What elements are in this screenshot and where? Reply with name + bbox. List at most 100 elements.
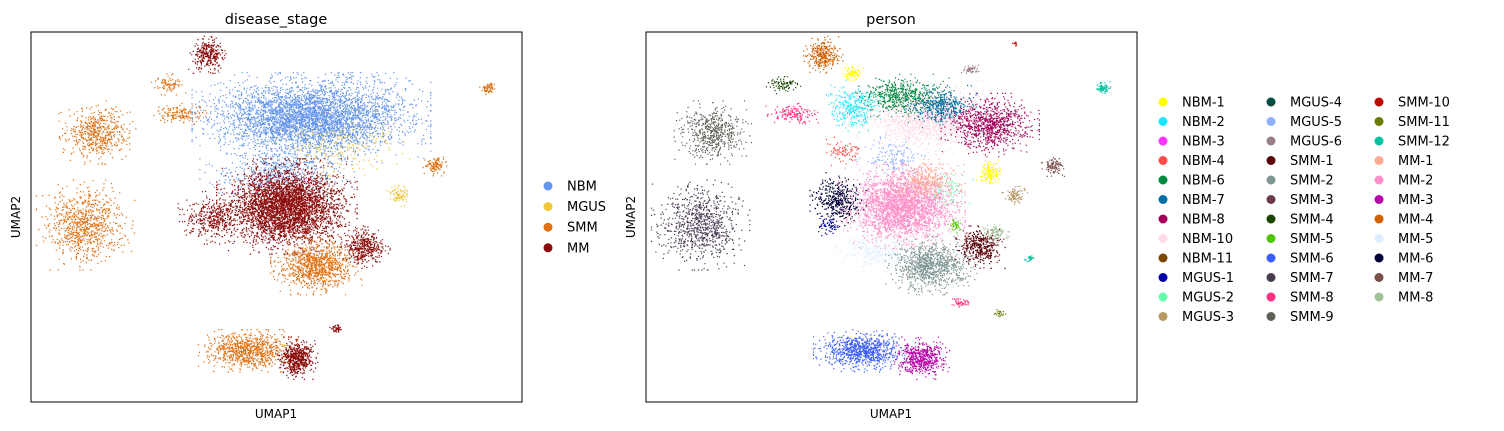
scatter-cluster-smm	[422, 156, 448, 177]
legend-marker-smm-10	[1374, 97, 1384, 107]
legend-marker-smm-5	[1266, 234, 1276, 243]
legend-label-smm: SMM	[567, 221, 598, 236]
legend-label-smm-6: SMM-6	[1290, 252, 1334, 267]
legend-label-mgus-3: MGUS-3	[1182, 310, 1234, 325]
legend-label-smm-11: SMM-11	[1398, 115, 1450, 130]
legend-label-nbm-8: NBM-8	[1182, 213, 1225, 228]
disease-stage-xlabel: UMAP1	[255, 407, 297, 421]
legend-marker-nbm-4	[1158, 156, 1168, 165]
scatter-cluster-smm-12	[1024, 255, 1035, 263]
legend-label-mgus: MGUS	[567, 200, 606, 215]
scatter-cluster-smm	[58, 100, 137, 165]
scatter-cluster-mm-7	[1040, 157, 1065, 177]
disease-stage-legend: NBM MGUS SMM MM	[543, 180, 606, 256]
scatter-cluster-nbm	[191, 72, 432, 164]
scatter-cluster-nbm-8	[940, 92, 1040, 158]
scatter-cluster-smm-2	[885, 236, 978, 296]
legend-marker-mm	[543, 243, 553, 253]
scatter-cluster-mm	[188, 35, 227, 74]
legend-marker-mm-6	[1374, 253, 1384, 263]
person-plot-frame	[645, 31, 1138, 403]
scatter-cluster-nbm-2	[825, 79, 882, 133]
legend-marker-mm-7	[1374, 273, 1384, 282]
scatter-cluster-mm-4	[803, 35, 844, 74]
legend-marker-mgus-6	[1266, 136, 1276, 146]
scatter-cluster-nbm-4	[825, 136, 860, 166]
legend-label-smm-5: SMM-5	[1290, 232, 1334, 247]
legend-label-mm-5: MM-5	[1398, 232, 1433, 247]
legend-marker-smm-1	[1266, 156, 1276, 165]
legend-marker-smm-2	[1266, 175, 1276, 185]
legend-label-mgus-2: MGUS-2	[1182, 291, 1234, 306]
scatter-cluster-mm	[275, 336, 319, 380]
scatter-cluster-smm-1	[955, 225, 1006, 269]
scatter-cluster-smm-10	[1011, 41, 1017, 47]
legend-label-smm-2: SMM-2	[1290, 174, 1334, 189]
legend-label-nbm-10: NBM-10	[1182, 232, 1233, 247]
legend-marker-mm-2	[1374, 175, 1384, 185]
legend-label-mgus-1: MGUS-1	[1182, 271, 1234, 286]
scatter-cluster-mm-2	[838, 163, 966, 250]
scatter-cluster-smm-12	[1096, 81, 1112, 95]
disease-stage-title: disease_stage	[225, 12, 328, 28]
legend-label-nbm-6: NBM-6	[1182, 174, 1225, 189]
person-panel: person UMAP1 UMAP2 NBM-1NBM-2NBM-3NBM-4N…	[624, 12, 1450, 421]
scatter-cluster-smm-8	[951, 298, 970, 308]
scatter-cluster-smm	[35, 179, 136, 271]
legend-marker-smm-9	[1266, 312, 1276, 321]
legend-label-mm-6: MM-6	[1398, 252, 1433, 267]
scatter-cluster-smm-8	[765, 102, 819, 125]
legend-marker-nbm-11	[1158, 253, 1168, 263]
legend-marker-nbm-8	[1158, 214, 1168, 224]
scatter-cluster-mm	[177, 190, 249, 245]
legend-label-smm-8: SMM-8	[1290, 291, 1334, 306]
scatter-cluster-smm	[197, 329, 298, 373]
scatter-cluster-mm-8	[983, 223, 1010, 243]
legend-marker-smm-8	[1266, 292, 1276, 302]
legend-label-mm-3: MM-3	[1398, 193, 1433, 208]
legend-marker-smm-7	[1266, 273, 1276, 282]
legend-marker-nbm	[543, 181, 553, 191]
scatter-cluster-nbm-1	[975, 159, 1002, 185]
legend-marker-smm-6	[1266, 253, 1276, 263]
legend-label-nbm-1: NBM-1	[1182, 96, 1225, 111]
legend-label-smm-12: SMM-12	[1398, 135, 1450, 150]
legend-label-nbm-2: NBM-2	[1182, 115, 1225, 130]
legend-marker-mm-1	[1374, 156, 1384, 165]
scatter-cluster-smm	[153, 102, 208, 126]
legend-label-smm-9: SMM-9	[1290, 310, 1334, 325]
legend-label-mm-8: MM-8	[1398, 291, 1433, 306]
scatter-cluster-smm-7	[650, 179, 751, 271]
legend-label-mgus-5: MGUS-5	[1290, 115, 1342, 130]
scatter-cluster-mgus	[386, 184, 408, 207]
legend-marker-mm-5	[1374, 234, 1384, 243]
legend-label-mgus-4: MGUS-4	[1290, 96, 1342, 111]
scatter-cluster-smm	[270, 236, 363, 296]
scatter-cluster-mm-6	[809, 172, 867, 227]
person-scatter-points	[650, 35, 1112, 380]
legend-marker-nbm-3	[1158, 136, 1168, 146]
person-title: person	[866, 12, 916, 28]
disease-stage-scatter-points	[35, 35, 496, 380]
legend-label-nbm-7: NBM-7	[1182, 193, 1225, 208]
legend-marker-smm-12	[1374, 136, 1384, 146]
scatter-cluster-mm-3	[893, 336, 951, 380]
legend-marker-nbm-2	[1158, 117, 1168, 126]
legend-label-mm-4: MM-4	[1398, 213, 1433, 228]
scatter-cluster-mm	[329, 324, 342, 333]
disease-stage-panel: disease_stage UMAP1 UMAP2 NBM MGUS SMM MM	[9, 12, 606, 421]
scatter-cluster-smm-11	[993, 309, 1007, 318]
legend-marker-mm-3	[1374, 195, 1384, 204]
legend-label-smm-10: SMM-10	[1398, 96, 1450, 111]
legend-label-nbm-3: NBM-3	[1182, 135, 1225, 150]
scatter-cluster-mgus-3	[1001, 185, 1029, 205]
scatter-cluster-nbm-1	[842, 64, 864, 82]
legend-label-mm-2: MM-2	[1398, 174, 1433, 189]
scatter-cluster-mgus-5	[856, 136, 926, 178]
legend-label-smm-7: SMM-7	[1290, 271, 1334, 286]
legend-label-mm: MM	[567, 241, 589, 256]
scatter-cluster-smm	[150, 73, 187, 96]
scatter-cluster-mm	[340, 225, 391, 269]
disease-stage-ylabel: UMAP2	[9, 196, 23, 238]
